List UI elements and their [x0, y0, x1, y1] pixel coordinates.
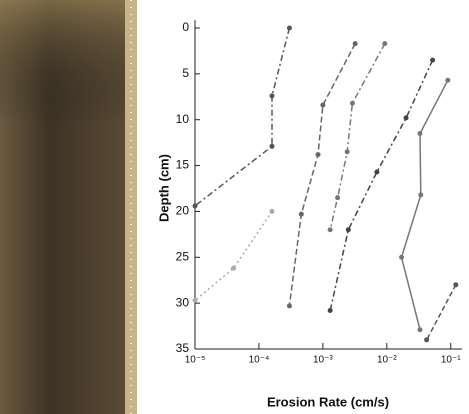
data-point [335, 195, 341, 201]
data-point [192, 297, 198, 303]
data-point [286, 303, 292, 309]
y-tick-label: 35 [176, 341, 190, 355]
data-point [345, 227, 351, 233]
y-tick-label: 10 [176, 112, 190, 126]
data-point [430, 57, 436, 63]
x-axis-label: Erosion Rate (cm/s) [267, 394, 389, 409]
x-tick-label: 10⁻² [377, 355, 397, 366]
y-tick-label: 25 [176, 249, 190, 263]
data-point [418, 192, 424, 198]
data-point [417, 130, 423, 136]
data-point [399, 254, 405, 260]
data-point [327, 307, 333, 313]
data-point [320, 102, 326, 108]
x-tick-label: 10⁻⁴ [249, 355, 270, 366]
series-line [329, 43, 386, 230]
data-point [269, 93, 275, 99]
series-line [329, 59, 434, 311]
data-point [352, 41, 358, 47]
data-point [315, 152, 321, 158]
y-tick-label: 30 [176, 295, 190, 309]
y-tick-label: 0 [182, 20, 189, 34]
y-axis-label: Depth (cm) [156, 154, 171, 222]
ruler [125, 0, 137, 414]
y-tick-label: 5 [182, 66, 189, 80]
data-point [382, 41, 388, 47]
data-point [192, 203, 198, 209]
data-point [269, 208, 275, 214]
data-point [286, 25, 292, 31]
x-tick-label: 10⁻¹ [441, 355, 461, 366]
data-point [374, 169, 380, 175]
series-line [426, 284, 457, 341]
data-point [269, 143, 275, 149]
data-point [298, 211, 304, 217]
data-point [417, 327, 423, 333]
x-tick-label: 10⁻⁵ [185, 355, 206, 366]
data-point [327, 227, 333, 233]
series-line [194, 210, 273, 301]
series-line [194, 27, 291, 207]
series-line [288, 43, 356, 306]
x-tick-label: 10⁻³ [313, 355, 333, 366]
core-shade [0, 0, 125, 414]
data-point [230, 265, 236, 271]
data-point [344, 149, 350, 155]
data-point [453, 282, 459, 288]
y-tick-label: 15 [176, 158, 190, 172]
data-point [445, 77, 451, 83]
data-point [424, 337, 430, 343]
data-point [403, 115, 409, 121]
y-tick-label: 20 [176, 204, 190, 218]
data-point [349, 100, 355, 106]
